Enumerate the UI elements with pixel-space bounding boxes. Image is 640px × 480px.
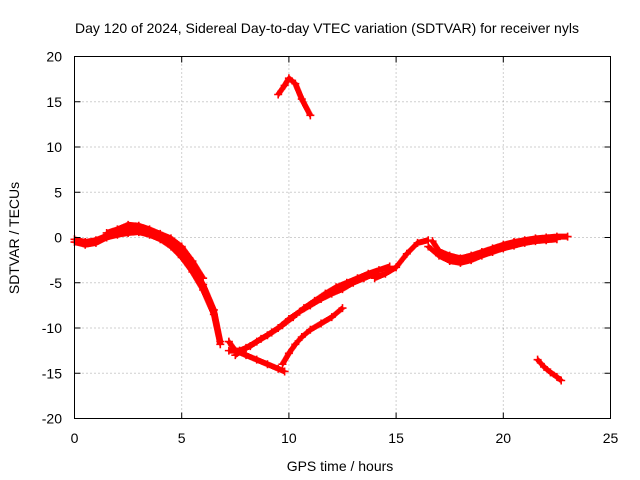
x-tick-label: 5 — [178, 430, 186, 446]
y-tick-label: -20 — [42, 411, 62, 427]
y-axis-label: SDTVAR / TECUs — [6, 182, 22, 294]
y-tick-label: 5 — [54, 184, 62, 200]
y-tick-label: 10 — [46, 139, 62, 155]
y-tick-label: -10 — [42, 320, 62, 336]
y-tick-label: 20 — [46, 49, 62, 65]
x-tick-label: 25 — [603, 430, 619, 446]
y-tick-label: 15 — [46, 94, 62, 110]
x-tick-label: 10 — [281, 430, 297, 446]
chart-title: Day 120 of 2024, Sidereal Day-to-day VTE… — [75, 20, 579, 36]
y-tick-label: 0 — [54, 230, 62, 246]
y-tick-label: -15 — [42, 365, 62, 381]
x-tick-label: 0 — [71, 430, 79, 446]
x-tick-label: 20 — [496, 430, 512, 446]
x-tick-label: 15 — [388, 430, 404, 446]
y-tick-label: -5 — [50, 275, 63, 291]
chart: Day 120 of 2024, Sidereal Day-to-day VTE… — [0, 0, 640, 480]
x-axis-label: GPS time / hours — [287, 458, 394, 474]
